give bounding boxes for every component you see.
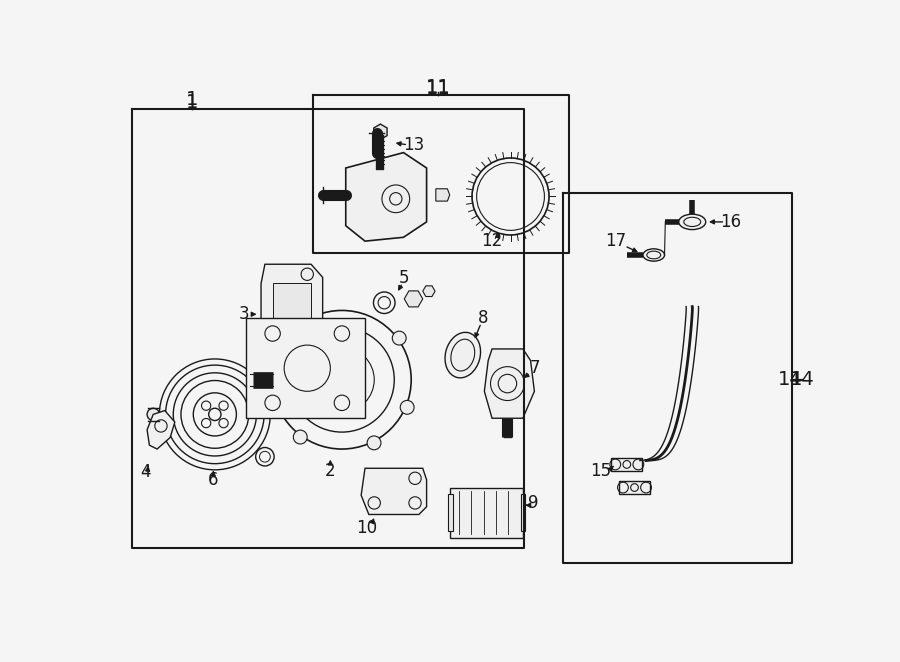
Polygon shape [361, 468, 427, 514]
Text: 5: 5 [398, 269, 409, 287]
Polygon shape [404, 291, 423, 307]
Text: 14: 14 [790, 370, 815, 389]
Circle shape [367, 436, 381, 449]
Ellipse shape [679, 214, 706, 230]
Polygon shape [261, 264, 322, 349]
Bar [520, 494, 526, 531]
Circle shape [273, 310, 411, 449]
Text: 11: 11 [426, 77, 451, 97]
Text: 1: 1 [185, 93, 198, 112]
Text: 8: 8 [478, 309, 488, 327]
Text: 15: 15 [590, 461, 611, 479]
Text: 1: 1 [185, 90, 198, 109]
Text: 3: 3 [238, 305, 249, 323]
Circle shape [278, 331, 292, 345]
Text: 9: 9 [528, 494, 539, 512]
Text: 13: 13 [403, 136, 424, 154]
Text: 17: 17 [606, 232, 626, 250]
Text: 2: 2 [325, 461, 336, 479]
Ellipse shape [643, 249, 664, 261]
Text: 16: 16 [720, 213, 742, 231]
Bar [450, 487, 523, 538]
Polygon shape [346, 152, 427, 241]
Bar [273, 283, 311, 326]
Circle shape [400, 401, 414, 414]
Polygon shape [423, 286, 435, 297]
Polygon shape [619, 481, 650, 494]
Polygon shape [484, 349, 535, 418]
Circle shape [147, 408, 159, 420]
Bar [448, 494, 453, 531]
Text: 12: 12 [482, 232, 503, 250]
Polygon shape [147, 410, 175, 449]
Ellipse shape [445, 332, 481, 378]
Text: 7: 7 [529, 359, 540, 377]
Circle shape [293, 430, 307, 444]
Text: 10: 10 [356, 518, 377, 537]
Circle shape [392, 331, 406, 345]
Polygon shape [436, 189, 450, 201]
Polygon shape [246, 318, 365, 418]
Text: 4: 4 [140, 463, 151, 481]
Polygon shape [611, 458, 643, 471]
Text: 6: 6 [208, 471, 219, 489]
Text: 11: 11 [426, 79, 451, 98]
Polygon shape [374, 124, 387, 140]
Circle shape [254, 372, 269, 387]
Text: 14: 14 [778, 370, 803, 389]
